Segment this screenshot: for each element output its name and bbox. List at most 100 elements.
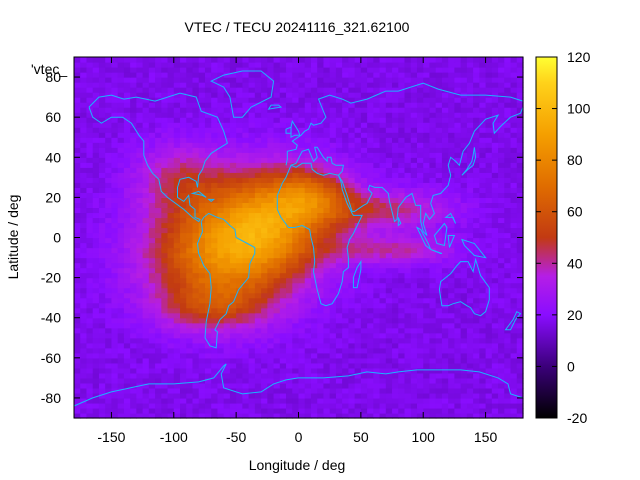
heatmap-cell [460,282,468,289]
heatmap-cell [385,87,393,93]
heatmap-cell [217,117,225,123]
heatmap-cell [198,352,206,359]
heatmap-cell [229,397,237,404]
heatmap-cell [173,237,181,244]
heatmap-cell [491,262,499,269]
heatmap-cell [180,337,187,344]
heatmap-cell [229,267,237,274]
heatmap-cell [329,197,337,203]
heatmap-cell [466,82,474,88]
heatmap-cell [292,302,300,309]
heatmap-cell [123,177,131,183]
heatmap-cell [423,92,431,98]
heatmap-cell [211,272,219,279]
heatmap-cell [173,232,181,239]
heatmap-cell [136,92,144,98]
heatmap-cell [392,387,399,394]
heatmap-cell [460,107,468,113]
heatmap-cell [248,352,256,359]
heatmap-cell [354,157,362,163]
heatmap-cell [473,232,480,239]
heatmap-cell [323,397,331,404]
heatmap-cell [379,292,387,299]
heatmap-cell [211,377,219,384]
heatmap-cell [292,367,300,374]
heatmap-cell [498,222,505,229]
heatmap-cell [92,367,100,374]
heatmap-cell [267,257,275,264]
heatmap-cell [485,302,493,309]
heatmap-cell [279,172,287,178]
heatmap-cell [510,347,518,354]
heatmap-cell [460,117,468,123]
heatmap-cell [485,182,493,188]
heatmap-cell [292,342,300,349]
heatmap-cell [367,87,374,93]
heatmap-cell [510,372,518,379]
heatmap-cell [286,282,293,289]
heatmap-cell [242,92,250,98]
heatmap-cell [479,342,487,349]
heatmap-cell [273,167,281,173]
heatmap-cell [310,397,318,404]
heatmap-cell [329,362,337,369]
heatmap-cell [123,132,131,138]
heatmap-cell [261,137,268,143]
heatmap-cell [416,127,424,133]
heatmap-cell [279,72,287,78]
heatmap-cell [379,402,387,409]
heatmap-cell [510,147,518,153]
heatmap-cell [198,282,206,289]
heatmap-cell [173,162,181,168]
heatmap-cell [292,267,300,274]
heatmap-cell [142,97,150,103]
heatmap-cell [416,302,424,309]
heatmap-cell [167,362,175,369]
heatmap-cell [105,97,113,103]
heatmap-cell [192,112,200,118]
heatmap-cell [130,307,137,314]
heatmap-cell [217,127,225,133]
heatmap-cell [111,382,119,389]
heatmap-cell [148,192,156,198]
heatmap-cell [398,117,406,123]
heatmap-cell [148,412,156,419]
heatmap-cell [441,182,449,188]
heatmap-cell [211,82,219,88]
heatmap-cell [86,327,94,334]
heatmap-cell [173,367,181,374]
heatmap-cell [130,192,137,198]
heatmap-cell [367,142,374,148]
heatmap-cell [385,107,393,113]
heatmap-cell [317,287,325,294]
heatmap-cell [204,67,212,73]
heatmap-cell [335,377,343,384]
heatmap-cell [404,307,412,314]
heatmap-cell [317,237,325,244]
heatmap-cell [136,402,144,409]
heatmap-cell [204,347,212,354]
heatmap-cell [304,292,312,299]
heatmap-cell [86,177,94,183]
heatmap-cell [498,322,505,329]
heatmap-cell [198,372,206,379]
heatmap-cell [111,222,119,229]
heatmap-cell [491,177,499,183]
heatmap-cell [323,282,331,289]
heatmap-cell [398,287,406,294]
heatmap-cell [416,392,424,399]
heatmap-cell [348,412,356,419]
heatmap-cell [379,177,387,183]
heatmap-cell [404,247,412,254]
heatmap-cell [323,167,331,173]
heatmap-cell [192,302,200,309]
heatmap-cell [286,327,293,334]
heatmap-cell [254,247,262,254]
heatmap-cell [416,122,424,128]
heatmap-cell [223,142,231,148]
heatmap-cell [485,152,493,158]
heatmap-cell [441,252,449,259]
heatmap-cell [335,137,343,143]
heatmap-cell [348,177,356,183]
heatmap-cell [360,152,368,158]
